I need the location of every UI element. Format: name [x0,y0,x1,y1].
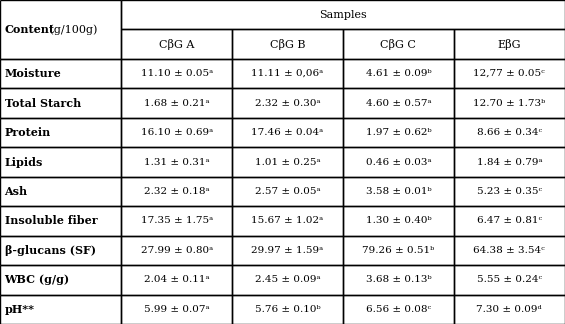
Text: CβG A: CβG A [159,39,194,50]
Text: 1.68 ± 0.21ᵃ: 1.68 ± 0.21ᵃ [144,98,210,108]
Text: 2.04 ± 0.11ᵃ: 2.04 ± 0.11ᵃ [144,275,210,284]
Text: 29.97 ± 1.59ᵃ: 29.97 ± 1.59ᵃ [251,246,324,255]
Text: 7.30 ± 0.09ᵈ: 7.30 ± 0.09ᵈ [476,305,542,314]
Text: 1.31 ± 0.31ᵃ: 1.31 ± 0.31ᵃ [144,157,210,167]
Text: 6.47 ± 0.81ᶜ: 6.47 ± 0.81ᶜ [477,216,542,226]
Text: β-glucans (SF): β-glucans (SF) [5,245,95,256]
Text: 5.55 ± 0.24ᶜ: 5.55 ± 0.24ᶜ [477,275,542,284]
Text: 79.26 ± 0.51ᵇ: 79.26 ± 0.51ᵇ [362,246,434,255]
Text: CβG C: CβG C [380,39,416,50]
Text: Insoluble fiber: Insoluble fiber [5,215,97,226]
Text: 4.61 ± 0.09ᵇ: 4.61 ± 0.09ᵇ [366,69,431,78]
Text: 1.84 ± 0.79ᵃ: 1.84 ± 0.79ᵃ [476,157,542,167]
Text: 15.67 ± 1.02ᵃ: 15.67 ± 1.02ᵃ [251,216,324,226]
Text: 0.46 ± 0.03ᵃ: 0.46 ± 0.03ᵃ [366,157,431,167]
Text: EβG: EβG [498,39,521,50]
Text: 16.10 ± 0.69ᵃ: 16.10 ± 0.69ᵃ [141,128,213,137]
Text: Content: Content [5,24,54,35]
Text: Lipids: Lipids [5,156,43,168]
Text: 12,77 ± 0.05ᶜ: 12,77 ± 0.05ᶜ [473,69,545,78]
Text: 1.30 ± 0.40ᵇ: 1.30 ± 0.40ᵇ [366,216,431,226]
Text: 17.35 ± 1.75ᵃ: 17.35 ± 1.75ᵃ [141,216,213,226]
Text: 3.58 ± 0.01ᵇ: 3.58 ± 0.01ᵇ [366,187,431,196]
Text: 1.97 ± 0.62ᵇ: 1.97 ± 0.62ᵇ [366,128,431,137]
Text: (g/100g): (g/100g) [46,24,97,35]
Text: WBC (g/g): WBC (g/g) [5,274,69,285]
Text: 8.66 ± 0.34ᶜ: 8.66 ± 0.34ᶜ [477,128,542,137]
Text: 2.57 ± 0.05ᵃ: 2.57 ± 0.05ᵃ [255,187,320,196]
Text: Ash: Ash [5,186,28,197]
Text: 4.60 ± 0.57ᵃ: 4.60 ± 0.57ᵃ [366,98,431,108]
Text: 64.38 ± 3.54ᶜ: 64.38 ± 3.54ᶜ [473,246,545,255]
Text: 5.76 ± 0.10ᵇ: 5.76 ± 0.10ᵇ [255,305,320,314]
Text: 2.45 ± 0.09ᵃ: 2.45 ± 0.09ᵃ [255,275,320,284]
Text: pH**: pH** [5,304,34,315]
Text: CβG B: CβG B [270,39,305,50]
Text: 5.99 ± 0.07ᵃ: 5.99 ± 0.07ᵃ [144,305,210,314]
Text: 12.70 ± 1.73ᵇ: 12.70 ± 1.73ᵇ [473,98,545,108]
Text: 27.99 ± 0.80ᵃ: 27.99 ± 0.80ᵃ [141,246,213,255]
Text: 1.01 ± 0.25ᵃ: 1.01 ± 0.25ᵃ [255,157,320,167]
Text: 2.32 ± 0.18ᵃ: 2.32 ± 0.18ᵃ [144,187,210,196]
Text: 2.32 ± 0.30ᵃ: 2.32 ± 0.30ᵃ [255,98,320,108]
Text: 11.11 ± 0,06ᵃ: 11.11 ± 0,06ᵃ [251,69,324,78]
Text: Total Starch: Total Starch [5,98,81,109]
Text: 11.10 ± 0.05ᵃ: 11.10 ± 0.05ᵃ [141,69,213,78]
Text: 17.46 ± 0.04ᵃ: 17.46 ± 0.04ᵃ [251,128,324,137]
Text: 5.23 ± 0.35ᶜ: 5.23 ± 0.35ᶜ [477,187,542,196]
Text: 6.56 ± 0.08ᶜ: 6.56 ± 0.08ᶜ [366,305,431,314]
Text: 3.68 ± 0.13ᵇ: 3.68 ± 0.13ᵇ [366,275,431,284]
Text: Samples: Samples [319,10,367,20]
Text: Protein: Protein [5,127,51,138]
Text: Moisture: Moisture [5,68,61,79]
